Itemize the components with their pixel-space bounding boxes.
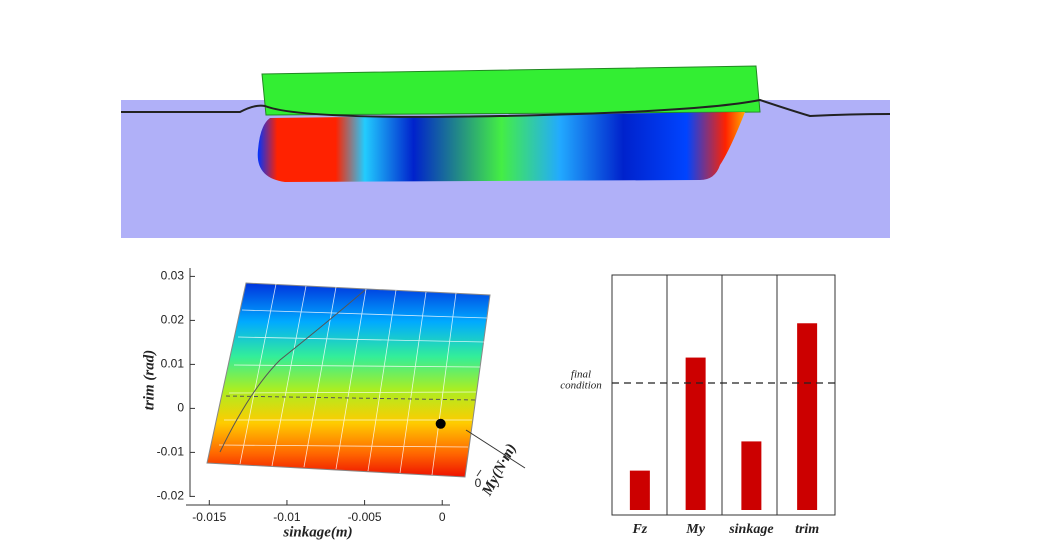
z-tick-label: 0 (475, 476, 482, 490)
z-axis (465, 429, 526, 469)
bar (685, 357, 706, 510)
bar (741, 441, 762, 510)
plot-frame (611, 274, 836, 516)
z-tick (476, 469, 482, 477)
bar (629, 470, 650, 510)
z-axis-label: My(N·m) (479, 441, 520, 499)
x-axis-label: sinkage(m) (282, 524, 352, 540)
equilibrium-point (435, 418, 446, 429)
ship-simulation (121, 65, 891, 238)
y-tick-label: 0.02 (161, 313, 185, 327)
x-tick-label: sinkage (728, 522, 773, 537)
dividers (666, 275, 778, 515)
x-tick-label: -0.015 (192, 510, 226, 524)
y-tick-label: -0.01 (157, 445, 185, 459)
hull-bottom (257, 112, 745, 182)
surface-plot: trim (rad) sinkage(m) My(N·m) -0.02 -0.01… (141, 268, 526, 540)
x-tick-label: -0.01 (273, 510, 301, 524)
y-tick-label: 0 (177, 401, 184, 415)
x-tick-label: -0.005 (348, 510, 382, 524)
x-tick-label: My (685, 522, 705, 537)
x-tick-label: Fz (631, 522, 647, 537)
surface-mesh (218, 283, 488, 476)
hull-top (261, 65, 761, 116)
reference-label: condition (560, 380, 602, 392)
waterline (121, 98, 891, 118)
y-tick-label: 0.01 (161, 357, 185, 371)
y-axis-label: trim (rad) (141, 350, 157, 410)
x-tick-label: 0 (439, 510, 446, 524)
bar (797, 323, 818, 510)
x-tick-label: trim (795, 522, 819, 537)
y-tick-label: 0.03 (161, 269, 185, 283)
reference-label: final (571, 369, 591, 381)
trajectory (219, 289, 366, 453)
response-surface (206, 282, 491, 478)
y-tick-label: -0.02 (157, 489, 185, 503)
